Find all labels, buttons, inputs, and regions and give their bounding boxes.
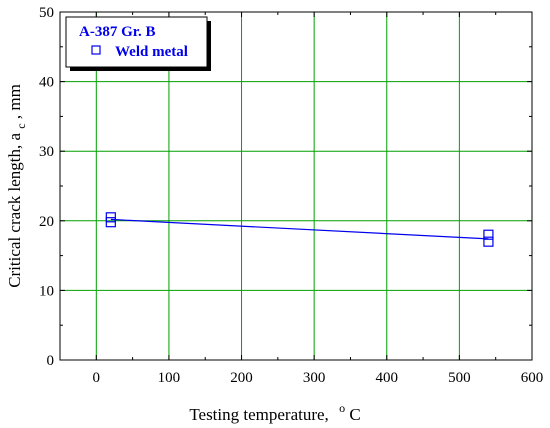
- data-point-0-3: [483, 236, 494, 247]
- x-tick-label-300: 300: [303, 370, 326, 386]
- legend-marker-weld-metal: [91, 45, 101, 55]
- y-tick-label-20: 20: [39, 214, 54, 230]
- x-tick-label-400: 400: [376, 370, 399, 386]
- legend: A-387 Gr. B Weld metal: [65, 16, 211, 71]
- y-tick-labels: 0 10 20 30 40 50: [39, 5, 54, 369]
- x-axis-label-degree: o: [339, 401, 345, 415]
- y-tick-label-10: 10: [39, 283, 54, 299]
- x-axis-label-unit: C: [349, 405, 360, 424]
- legend-entry-weld-metal: Weld metal: [115, 44, 188, 60]
- legend-box: [65, 16, 208, 68]
- data-point-0-1: [105, 217, 116, 228]
- y-axis-label: Critical crack length, a c , mm: [5, 84, 29, 288]
- axis-ticks: [59, 11, 533, 361]
- x-tick-labels: 0 100 200 300 400 500 600: [93, 370, 544, 386]
- y-axis-label-text: Critical crack length, a: [5, 133, 24, 288]
- x-axis-label-text: Testing temperature,: [189, 405, 328, 424]
- fit-line-group: [110, 218, 489, 240]
- legend-title: A-387 Gr. B: [79, 24, 156, 40]
- fit-line: [110, 218, 489, 240]
- x-axis-label: Testing temperature, o C: [189, 397, 360, 424]
- y-tick-label-40: 40: [39, 75, 54, 91]
- y-tick-label-30: 30: [39, 144, 54, 160]
- x-tick-label-500: 500: [448, 370, 471, 386]
- y-axis-label-unit: , mm: [5, 84, 24, 119]
- data-point-0-2: [483, 229, 494, 240]
- y-tick-label-50: 50: [39, 5, 54, 21]
- y-axis-label-subscript: c: [14, 123, 28, 128]
- x-tick-label-200: 200: [230, 370, 253, 386]
- x-tick-label-0: 0: [93, 370, 101, 386]
- data-markers: [105, 212, 494, 247]
- x-tick-label-100: 100: [158, 370, 181, 386]
- y-tick-label-0: 0: [47, 353, 55, 369]
- x-tick-label-600: 600: [521, 370, 544, 386]
